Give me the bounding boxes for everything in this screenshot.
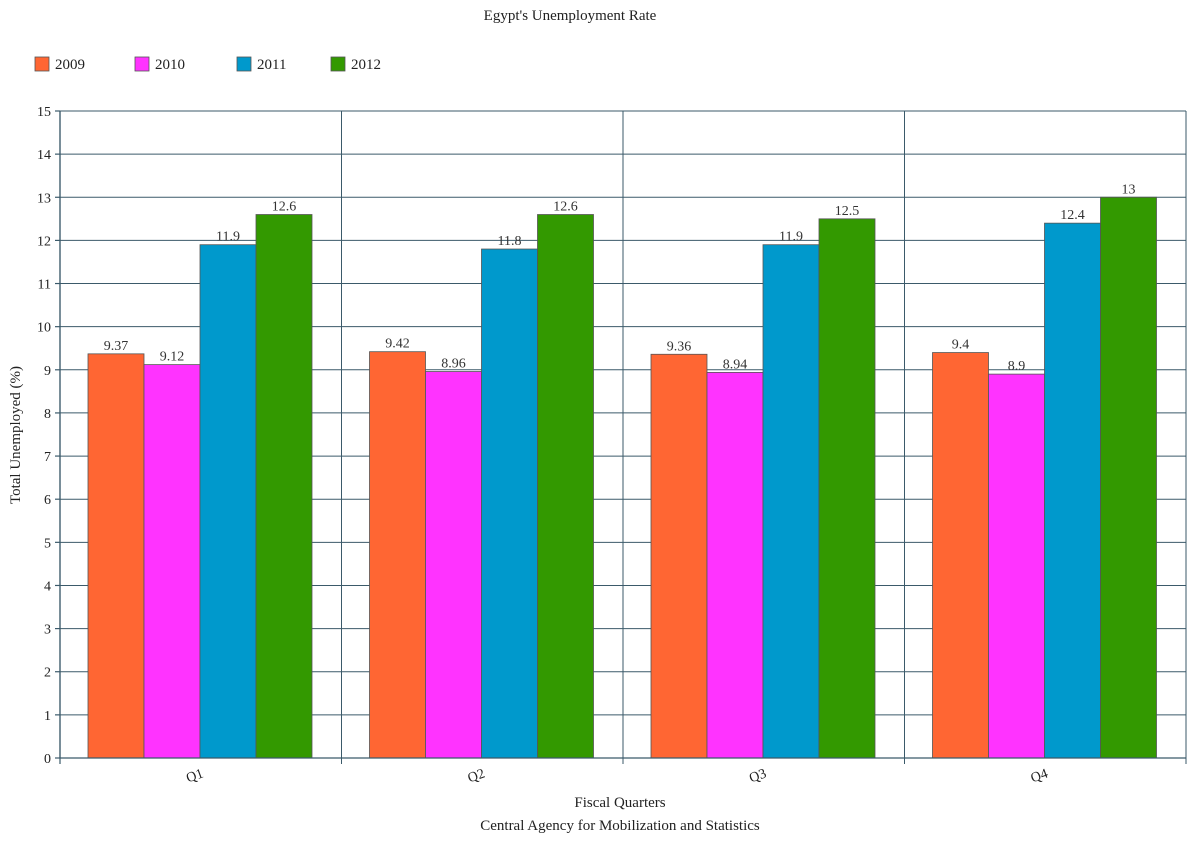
bar-2009-Q3	[650, 353, 708, 759]
y-tick-label: 11	[38, 278, 51, 293]
value-label: 11.9	[216, 230, 240, 245]
y-tick-label: 0	[44, 752, 51, 767]
y-tick-label: 2	[44, 666, 51, 681]
chart-title: Egypt's Unemployment Rate	[484, 8, 657, 24]
legend-label-2011: 2011	[257, 57, 286, 73]
legend-label-2012: 2012	[351, 57, 381, 73]
y-tick-label: 5	[44, 536, 51, 551]
bar-2011-Q2	[481, 248, 538, 759]
bars	[87, 196, 1157, 759]
y-tick-label: 1	[44, 709, 51, 724]
value-label: 12.6	[553, 200, 578, 215]
legend-swatch-2009	[34, 56, 50, 72]
value-label: 12.5	[835, 204, 860, 219]
value-label: 9.12	[160, 350, 185, 365]
value-label: 9.42	[385, 337, 410, 352]
value-label: 8.9	[1008, 359, 1026, 374]
bar-2012-Q4	[1100, 196, 1157, 759]
value-label: 11.9	[779, 230, 803, 245]
bar-2012-Q2	[537, 214, 594, 759]
value-label: 8.96	[441, 357, 466, 372]
value-label: 11.8	[498, 234, 522, 249]
value-label: 13	[1122, 182, 1136, 197]
legend: 2009 2010 2011 2012	[34, 56, 381, 73]
y-tick-label: 8	[44, 407, 51, 422]
bar-2012-Q1	[255, 214, 313, 759]
y-tick-label: 15	[37, 105, 51, 120]
value-label: 9.4	[952, 338, 970, 353]
bar-2009-Q1	[87, 353, 145, 759]
value-label: 12.6	[272, 200, 297, 215]
value-labels: 9.37 9.12 11.9 12.6 9.42 8.96 11.8 12.6 9.36 8.94…	[104, 182, 1136, 374]
x-tick-label: Q4	[1029, 766, 1050, 786]
x-tick-label: Q1	[184, 766, 205, 786]
bar-2011-Q3	[762, 244, 820, 759]
legend-label-2009: 2009	[55, 57, 85, 73]
bar-2011-Q1	[199, 244, 257, 759]
x-axis-title: Fiscal Quarters	[574, 795, 665, 811]
x-tick-label: Q2	[466, 766, 487, 786]
source-note: Central Agency for Mobilization and Stat…	[480, 818, 760, 834]
value-label: 9.37	[104, 339, 129, 354]
y-tick-label: 4	[44, 579, 51, 594]
y-tick-label: 6	[44, 493, 51, 508]
legend-swatch-2011	[236, 56, 252, 72]
y-tick-label: 10	[37, 321, 51, 336]
bar-2009-Q2	[369, 351, 426, 759]
bar-2010-Q1	[143, 364, 201, 759]
y-tick-label: 12	[37, 234, 51, 249]
bar-2011-Q4	[1044, 222, 1101, 759]
value-label: 8.94	[723, 357, 748, 372]
value-label: 12.4	[1060, 208, 1085, 223]
legend-swatch-2010	[134, 56, 150, 72]
value-label: 9.36	[667, 339, 692, 354]
legend-label-2010: 2010	[155, 57, 185, 73]
bar-2010-Q2	[425, 371, 482, 759]
y-tick-label: 7	[44, 450, 51, 465]
y-tick-label: 3	[44, 623, 51, 638]
y-tick-label: 9	[44, 364, 51, 379]
y-tick-label: 13	[37, 191, 51, 206]
bar-2010-Q4	[988, 373, 1045, 759]
y-axis-title: Total Unemployed (%)	[8, 366, 24, 504]
bar-2010-Q3	[706, 371, 764, 759]
legend-swatch-2012	[330, 56, 346, 72]
x-tick-label: Q3	[747, 766, 768, 786]
bar-2012-Q3	[818, 218, 876, 759]
y-tick-label: 14	[37, 148, 51, 163]
bar-2009-Q4	[932, 352, 989, 759]
